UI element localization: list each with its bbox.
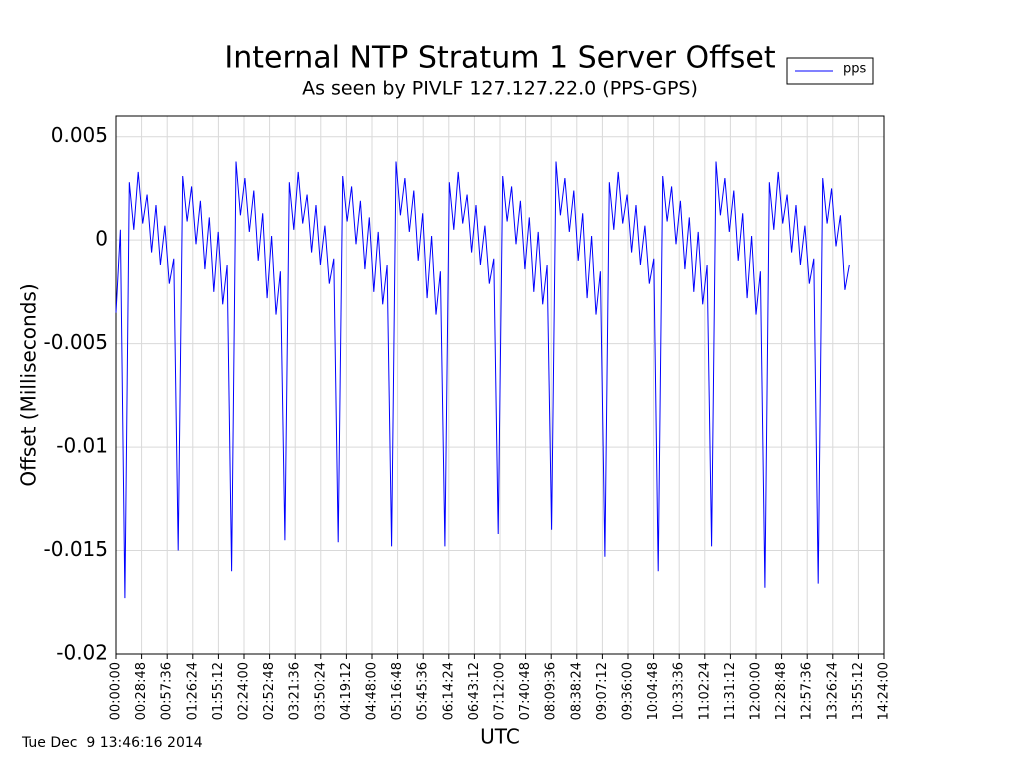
x-tick-label: 00:57:36 <box>160 662 175 720</box>
x-tick-label: 11:31:12 <box>723 662 738 720</box>
x-tick-label: 02:52:48 <box>262 662 277 720</box>
x-axis-label: UTC <box>480 725 520 749</box>
x-tick-label: 06:43:12 <box>467 662 482 720</box>
x-tick-label: 00:28:48 <box>134 662 149 720</box>
x-tick-label: 04:19:12 <box>339 662 354 720</box>
y-tick-label: 0 <box>95 227 108 251</box>
x-tick-label: 06:14:24 <box>441 662 456 720</box>
x-tick-label: 04:48:00 <box>365 662 380 720</box>
x-tick-label: 03:50:24 <box>313 662 328 720</box>
legend-label: pps <box>843 62 867 77</box>
x-tick-label: 13:55:12 <box>851 662 866 720</box>
x-tick-label: 01:26:24 <box>185 662 200 720</box>
x-tick-label: 02:24:00 <box>237 662 252 720</box>
x-tick-label: 01:55:12 <box>211 662 226 720</box>
x-tick-label: 00:00:00 <box>109 662 124 720</box>
x-tick-label: 05:45:36 <box>416 662 431 720</box>
x-tick-label: 03:21:36 <box>288 662 303 720</box>
y-tick-label: -0.02 <box>56 641 108 665</box>
x-tick-label: 10:04:48 <box>646 662 661 720</box>
x-tick-label: 13:26:24 <box>825 662 840 720</box>
x-tick-label: 12:28:48 <box>774 662 789 720</box>
y-tick-label: -0.005 <box>44 330 108 354</box>
x-tick-label: 08:09:36 <box>544 662 559 720</box>
plot-frame <box>115 115 885 655</box>
x-tick-label: 11:02:24 <box>697 662 712 720</box>
x-tick-label: 12:57:36 <box>800 662 815 720</box>
footer-timestamp: Tue Dec 9 13:46:16 2014 <box>21 735 203 751</box>
chart-subtitle: As seen by PIVLF 127.127.22.0 (PPS-GPS) <box>302 78 698 100</box>
x-tick-label: 05:16:48 <box>390 662 405 720</box>
data-line <box>115 161 850 599</box>
y-tick-label: -0.015 <box>44 537 108 561</box>
y-tick-label: 0.005 <box>51 123 108 147</box>
y-axis-label: Offset (Milliseconds) <box>17 283 41 486</box>
x-tick-label: 12:00:00 <box>749 662 764 720</box>
y-tick-label: -0.01 <box>56 434 108 458</box>
x-tick-label: 08:38:24 <box>569 662 584 720</box>
chart-title: Internal NTP Stratum 1 Server Offset <box>224 41 776 76</box>
x-tick-label: 10:33:36 <box>672 662 687 720</box>
x-tick-label: 07:40:48 <box>518 662 533 720</box>
x-tick-label: 09:36:00 <box>621 662 636 720</box>
x-tick-label: 14:24:00 <box>877 662 892 720</box>
x-tick-label: 09:07:12 <box>595 662 610 720</box>
x-tick-label: 07:12:00 <box>493 662 508 720</box>
